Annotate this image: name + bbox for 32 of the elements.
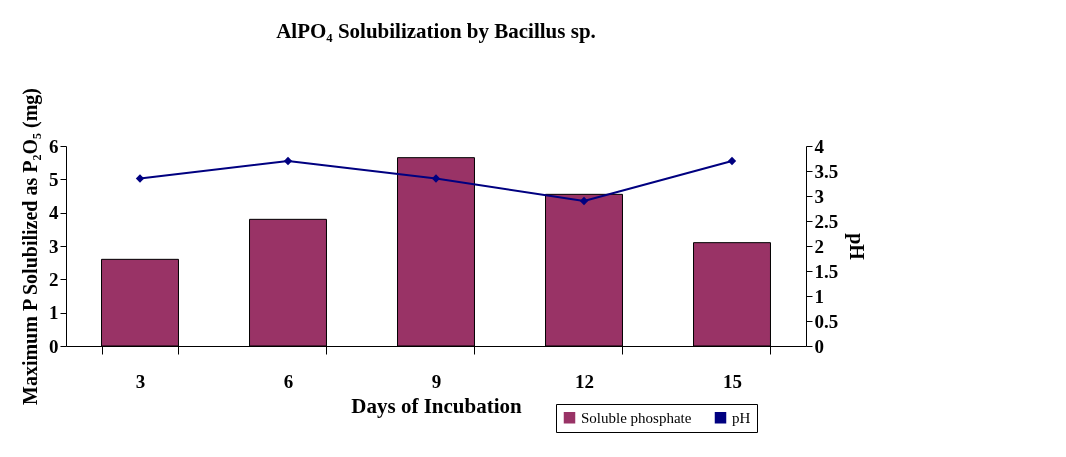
y-tick-label: 3 [49, 235, 59, 257]
x-tick-label: 12 [575, 370, 594, 392]
point [283, 156, 293, 166]
y2-axis-title: pH [845, 233, 869, 261]
x-tick-label: 3 [135, 370, 146, 392]
x-tick-label: 15 [723, 370, 742, 392]
y2-tick-label: 2 [814, 235, 824, 257]
y-tick-label: 4 [49, 202, 59, 224]
x-tick-label: 9 [431, 370, 442, 392]
point [431, 174, 441, 183]
legend-label: Soluble phosphate [581, 409, 692, 426]
point [579, 196, 589, 206]
y-tick-label: 2 [49, 268, 59, 290]
y-tick-label: 6 [49, 135, 59, 157]
legend-label: pH [732, 409, 751, 426]
x-tick-label: 6 [283, 370, 294, 392]
y-axis-title: Maximum P Solubilized as P₂O₅ (mg) [19, 88, 42, 405]
point [135, 174, 145, 183]
y2-tick-label: 4 [814, 135, 825, 157]
y2-tick-label: 1 [814, 285, 824, 307]
y-tick-label: 1 [49, 302, 59, 324]
y2-tick-label: 0 [814, 335, 824, 357]
y2-tick-label: 0.5 [814, 310, 839, 332]
x-axis-title: Days of Incubation [351, 393, 522, 418]
y2-tick-label: 2.5 [814, 210, 839, 232]
point [727, 156, 737, 166]
chart-title: AlPO₄ Solubilization by Bacillus sp. [276, 18, 596, 43]
y-tick-label: 5 [49, 168, 59, 190]
y2-tick-label: 3 [814, 185, 824, 207]
y2-tick-label: 3.5 [814, 160, 839, 182]
y-tick-label: 0 [49, 335, 59, 357]
y2-tick-label: 1.5 [814, 260, 839, 282]
